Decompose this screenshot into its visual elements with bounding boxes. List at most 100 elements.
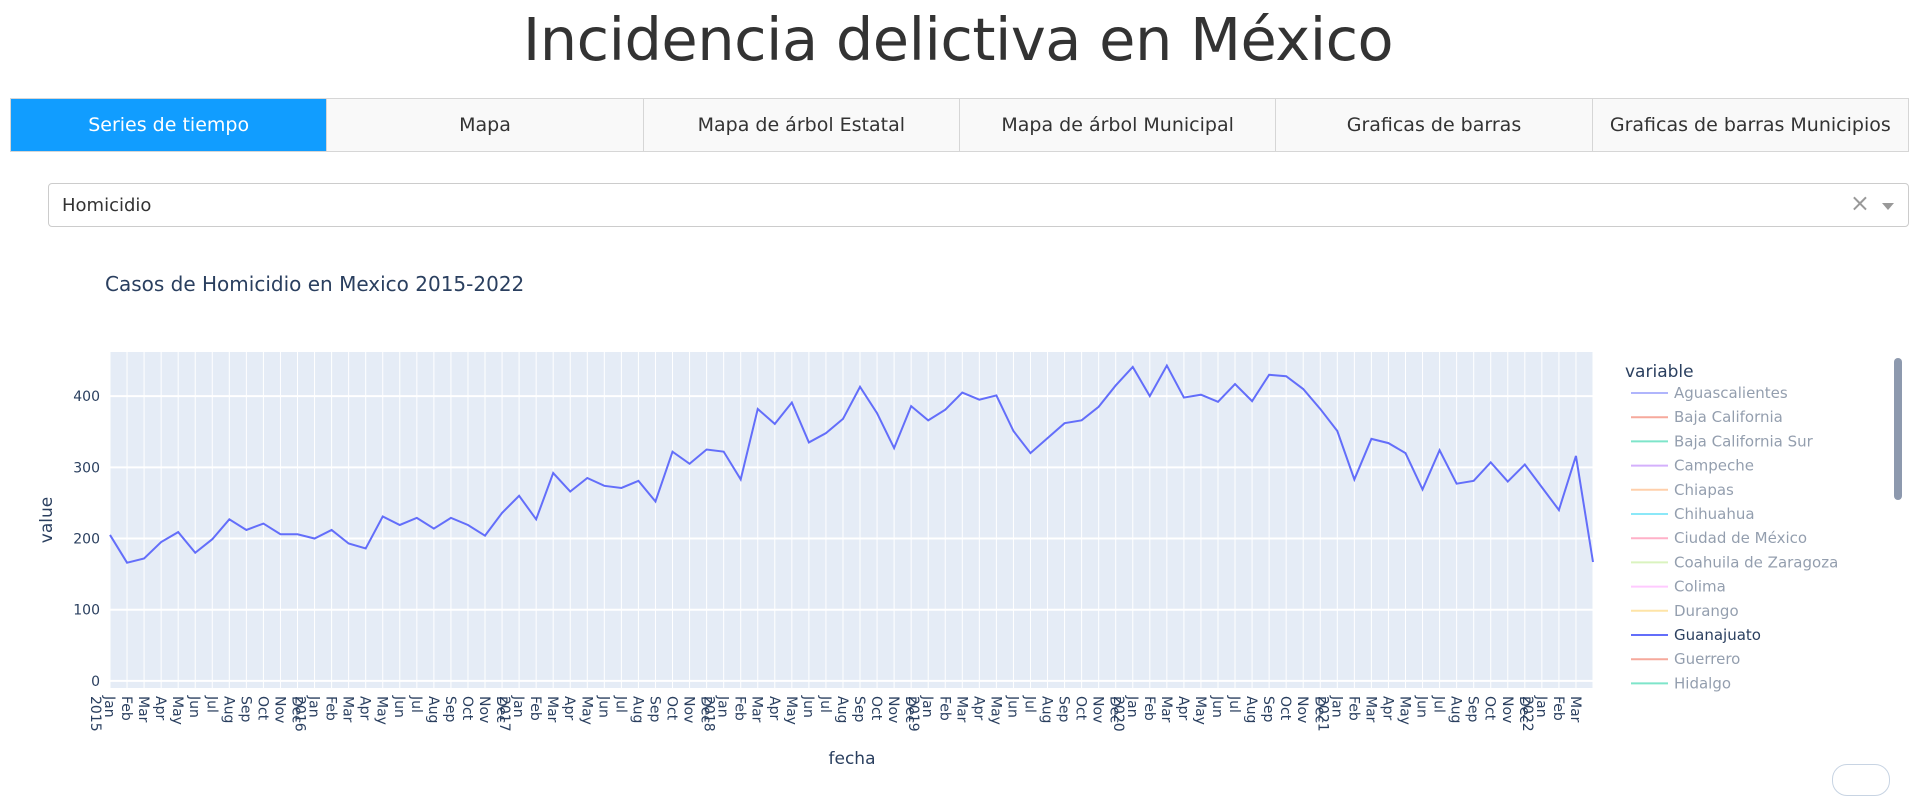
x-tick-label: Sep [1465, 696, 1481, 723]
x-tick-label: Sep [646, 696, 662, 723]
x-tick-label: Aug [1243, 696, 1259, 723]
legend-label: Chiapas [1674, 481, 1734, 499]
legend-label: Baja California [1674, 408, 1783, 426]
x-tick-label: Oct [664, 696, 680, 721]
x-tick-label: Jun [391, 695, 407, 718]
x-tick-label: Apr [1379, 696, 1395, 720]
x-tick-label: Jan [919, 695, 935, 718]
x-tick-label: Feb [1345, 696, 1361, 721]
legend-item[interactable]: Baja California Sur [1631, 432, 1814, 450]
x-tick-label: May [169, 696, 185, 725]
y-axis-label: value [37, 497, 57, 543]
x-tick-label: Oct [254, 696, 270, 721]
legend-item[interactable]: Chihuahua [1631, 505, 1755, 523]
x-tick-label: Jul [1226, 695, 1242, 713]
legend-item[interactable]: Guanajuato [1631, 626, 1761, 644]
x-tick-label: Dec [698, 696, 714, 723]
crime-type-dropdown[interactable]: Homicidio × [48, 183, 1909, 227]
legend-scrollbar-thumb[interactable] [1894, 358, 1902, 500]
x-tick-label: Nov [1499, 696, 1515, 723]
x-tick-label: Nov [476, 696, 492, 723]
chevron-down-icon[interactable] [1882, 203, 1894, 210]
x-tick-label: Oct [459, 696, 475, 721]
x-tick-label: Apr [766, 696, 782, 720]
tab-graficas-barras[interactable]: Graficas de barras [1276, 99, 1593, 151]
x-tick-label: Sep [851, 696, 867, 723]
x-tick-label: Jun [800, 695, 816, 718]
legend-item[interactable]: Hidalgo [1631, 674, 1731, 692]
legend-label: Hidalgo [1674, 674, 1731, 692]
x-tick-label: Dec [493, 696, 509, 723]
x-tick-label: Sep [1056, 696, 1072, 723]
x-tick-label: Mar [544, 696, 560, 723]
clear-icon[interactable]: × [1849, 189, 1870, 217]
legend-label: Ciudad de México [1674, 529, 1807, 547]
x-tick-label: Jun [1414, 695, 1430, 718]
x-tick-label: Dec [1107, 696, 1123, 723]
x-tick-label: Aug [629, 696, 645, 723]
y-tick-label: 300 [73, 460, 100, 476]
legend-item[interactable]: Durango [1631, 602, 1739, 620]
x-tick-label: Jan [1533, 695, 1549, 718]
x-tick-label: 2017 [496, 696, 512, 732]
x-tick-label: Oct [1482, 696, 1498, 721]
x-tick-label: May [783, 696, 799, 725]
legend-item[interactable]: Aguascalientes [1631, 384, 1788, 402]
legend-item[interactable]: Campeche [1631, 457, 1754, 475]
x-tick-label: Jun [1004, 695, 1020, 718]
legend-label: Coahuila de Zaragoza [1674, 553, 1838, 571]
legend-item[interactable]: Guerrero [1631, 650, 1740, 668]
x-tick-label: Apr [1175, 696, 1191, 720]
x-tick-label: Nov [885, 696, 901, 723]
x-tick-label: 2019 [905, 696, 921, 732]
x-tick-label: May [1396, 696, 1412, 725]
x-tick-label: Nov [271, 696, 287, 723]
x-tick-label: 2018 [701, 696, 717, 732]
y-axis-ticks: 0 100 200 300 400 [73, 389, 100, 690]
x-tick-label: Feb [732, 696, 748, 721]
legend-item[interactable]: Coahuila de Zaragoza [1631, 553, 1838, 571]
x-tick-label: Jun [595, 695, 611, 718]
x-tick-label: 2020 [1110, 696, 1126, 732]
x-tick-label: 2022 [1519, 696, 1535, 732]
x-tick-label: Nov [1090, 696, 1106, 723]
x-tick-label: Sep [442, 696, 458, 723]
x-tick-label: Mar [135, 696, 151, 723]
x-tick-label: Feb [118, 696, 134, 721]
tab-mapa-arbol-estatal[interactable]: Mapa de árbol Estatal [643, 99, 960, 151]
legend-item[interactable]: Chiapas [1631, 481, 1734, 499]
x-tick-label: Nov [681, 696, 697, 723]
y-gridlines [110, 395, 1593, 682]
tab-graficas-barras-municipios[interactable]: Graficas de barras Municipios [1592, 99, 1908, 151]
tab-mapa-arbol-municipal[interactable]: Mapa de árbol Municipal [959, 99, 1277, 151]
legend-item[interactable]: Baja California [1631, 408, 1783, 426]
tab-series-de-tiempo[interactable]: Series de tiempo [11, 99, 328, 151]
x-tick-label: Jan [1328, 695, 1344, 718]
legend-item[interactable]: Ciudad de México [1631, 529, 1807, 547]
x-tick-label: Jan [1124, 695, 1140, 718]
x-tick-label: Jul [1021, 695, 1037, 713]
x-tick-label: May [374, 696, 390, 725]
legend-label: Durango [1674, 602, 1739, 620]
x-tick-label: Jan [715, 695, 731, 718]
legend-item[interactable]: Colima [1631, 578, 1726, 596]
x-tick-label: Feb [527, 696, 543, 721]
legend-label: Colima [1674, 578, 1726, 596]
dropdown-selected-value: Homicidio [62, 195, 152, 216]
x-tick-label: Mar [953, 696, 969, 723]
x-tick-label: Mar [1362, 696, 1378, 723]
x-tick-label: Jun [1209, 695, 1225, 718]
legend-label: Baja California Sur [1674, 432, 1814, 450]
y-tick-label: 100 [73, 603, 100, 619]
series-line-guanajuato[interactable] [109, 363, 1594, 564]
x-tick-label: Aug [1448, 696, 1464, 723]
x-tick-label: Oct [1277, 696, 1293, 721]
chart-title: Casos de Homicidio en Mexico 2015-2022 [105, 272, 524, 296]
scroll-button[interactable] [1832, 764, 1890, 796]
x-tick-label: Feb [936, 696, 952, 721]
x-tick-label: Jan [101, 695, 117, 718]
tab-mapa[interactable]: Mapa [327, 99, 644, 151]
x-tick-label: Jul [408, 695, 424, 713]
x-tick-label: Oct [868, 696, 884, 721]
